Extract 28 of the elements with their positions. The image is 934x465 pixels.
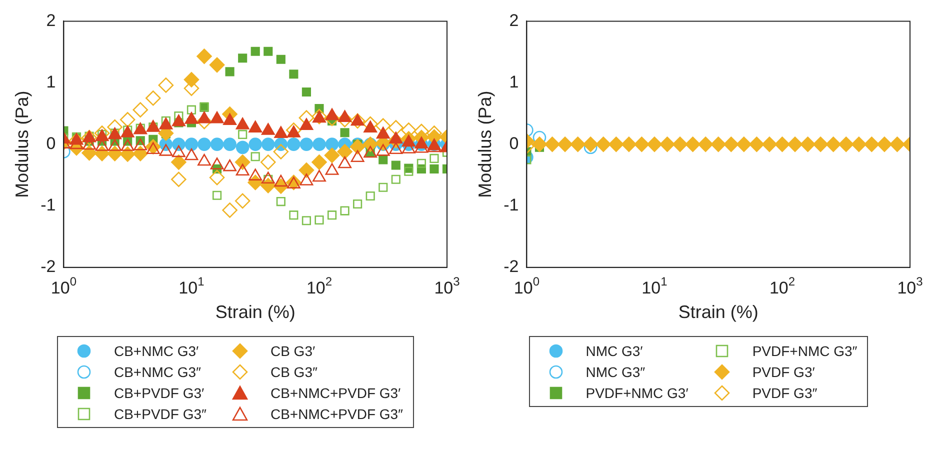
legend-label: CB+NMC G3″ (114, 364, 202, 380)
legend-label: CB+NMC+PVDF G3′ (270, 384, 401, 400)
legend-label: PVDF G3″ (752, 384, 818, 400)
y-tick-label: 0 (46, 134, 56, 153)
legend-label: PVDF+NMC G3″ (752, 342, 858, 358)
y-tick-label: -1 (504, 196, 519, 215)
y-tick-label: -1 (40, 196, 56, 215)
legend-label: CB G3′ (270, 342, 316, 358)
y-tick-label: 1 (509, 72, 519, 92)
legend-label: CB+PVDF G3″ (114, 406, 206, 422)
y-axis-title: Modulus (Pa) (474, 90, 495, 198)
legend-label: CB G3″ (270, 364, 318, 380)
legend-label: CB+NMC+PVDF G3″ (270, 406, 404, 422)
y-axis-title: Modulus (Pa) (12, 90, 32, 198)
y-tick-label: 2 (46, 10, 56, 30)
x-axis-title: Strain (%) (678, 302, 758, 322)
legend-label: PVDF G3′ (752, 364, 815, 380)
y-tick-label: 0 (509, 134, 519, 153)
y-tick-label: 2 (509, 10, 519, 30)
y-tick-label: -2 (40, 257, 56, 276)
y-tick-label: 1 (46, 72, 56, 92)
y-tick-label: -2 (504, 257, 519, 276)
legend-label: NMC G3′ (586, 342, 643, 358)
legend-label: CB+NMC G3′ (114, 342, 199, 358)
legend-label: NMC G3″ (586, 364, 646, 380)
x-axis-title: Strain (%) (215, 302, 296, 322)
legend-label: PVDF+NMC G3′ (586, 384, 688, 400)
legend-label: CB+PVDF G3′ (114, 384, 204, 400)
